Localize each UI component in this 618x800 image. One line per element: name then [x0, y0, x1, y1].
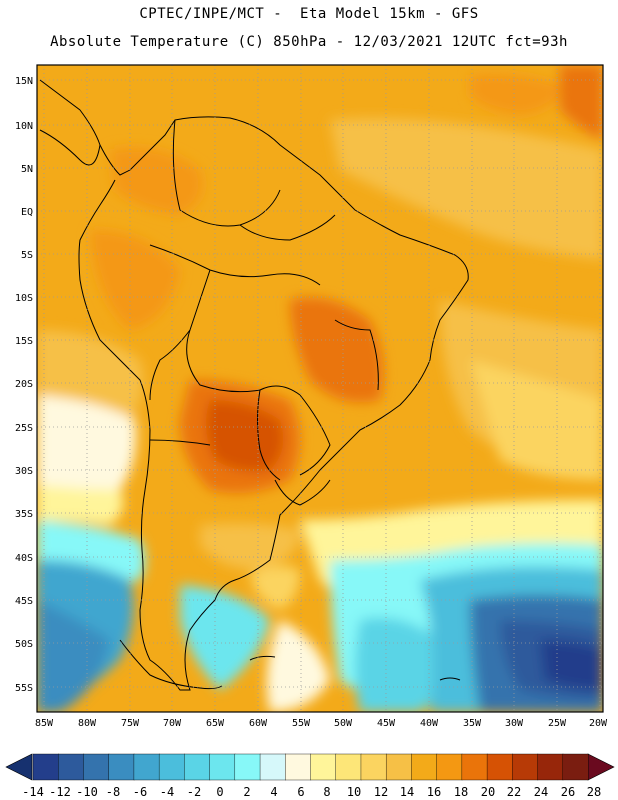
lon-label: 40W [420, 718, 439, 729]
map-frame [36, 64, 604, 713]
colorbar-tick-label: 20 [481, 785, 495, 799]
lat-label: 20S [15, 379, 33, 390]
title-line-1: CPTEC/INPE/MCT - Eta Model 15km - GFS [139, 6, 479, 22]
temperature-field [37, 65, 603, 712]
colorbar-high-arrow [587, 753, 615, 781]
lat-label: 50S [15, 639, 33, 650]
colorbar-tick-label: -12 [49, 785, 71, 799]
colorbar-tick-label: -14 [22, 785, 44, 799]
colorbar-tick-label: 28 [587, 785, 601, 799]
colorbar-tick-label: 16 [427, 785, 441, 799]
colorbar-swatch [436, 753, 463, 781]
lon-label: 50W [334, 718, 353, 729]
colorbar-tick-label: -4 [160, 785, 174, 799]
lat-label: 10S [15, 293, 33, 304]
colorbar-swatch [234, 753, 261, 781]
colorbar-swatch [184, 753, 211, 781]
colorbar-tick-label: 4 [270, 785, 277, 799]
colorbar-tick-label: 22 [507, 785, 521, 799]
colorbar-swatch [537, 753, 564, 781]
lat-label: 30S [15, 466, 33, 477]
colorbar-swatch [411, 753, 438, 781]
coastline [39, 79, 469, 691]
lon-label: 20W [589, 718, 608, 729]
colorbar-tick-label: -10 [76, 785, 98, 799]
colorbar-swatch [360, 753, 387, 781]
colorbar-swatch [310, 753, 337, 781]
lon-label: 60W [249, 718, 268, 729]
colorbar-swatch [108, 753, 135, 781]
lon-label: 75W [121, 718, 140, 729]
colorbar-tick-label: 2 [243, 785, 250, 799]
lon-label: 70W [163, 718, 182, 729]
colorbar-tick-label: 14 [400, 785, 414, 799]
colorbar-swatch [83, 753, 110, 781]
colorbar-tick-label: 18 [454, 785, 468, 799]
colorbar-swatch [209, 753, 236, 781]
lon-label: 80W [78, 718, 97, 729]
colorbar-tick-label: -6 [133, 785, 147, 799]
lat-label: EQ [21, 207, 33, 218]
lat-label: 35S [15, 509, 33, 520]
colorbar: -14 -12 -10 -8 -6 -4 -2 0 2 4 6 8 10 12 … [5, 753, 615, 799]
title-line-2: Absolute Temperature (C) 850hPa - 12/03/… [50, 34, 568, 50]
lat-label: 10N [15, 121, 33, 132]
lon-label: 45W [377, 718, 396, 729]
colorbar-tick-label: -2 [187, 785, 201, 799]
lat-label: 5N [21, 164, 33, 175]
lat-label: 45S [15, 596, 33, 607]
lat-label: 25S [15, 423, 33, 434]
lon-label: 25W [548, 718, 567, 729]
colorbar-swatch [512, 753, 539, 781]
colorbar-tick-label: -8 [106, 785, 120, 799]
colorbar-swatch [562, 753, 589, 781]
colorbar-swatch [461, 753, 488, 781]
colorbar-tick-label: 24 [534, 785, 548, 799]
lat-label: 55S [15, 683, 33, 694]
colorbar-swatch [133, 753, 160, 781]
colorbar-swatch [58, 753, 85, 781]
colorbar-tick-label: 26 [561, 785, 575, 799]
lat-label: 15N [15, 76, 33, 87]
colorbar-swatch [285, 753, 312, 781]
colorbar-low-arrow [5, 753, 33, 781]
lon-label: 35W [463, 718, 482, 729]
lat-label: 15S [15, 336, 33, 347]
lon-label: 30W [505, 718, 524, 729]
colorbar-tick-label: 10 [347, 785, 361, 799]
longitude-axis: 85W 80W 75W 70W 65W 60W 55W 50W 45W 40W … [35, 718, 608, 729]
lat-label: 5S [21, 250, 33, 261]
colorbar-swatch [158, 753, 185, 781]
lon-label: 55W [292, 718, 311, 729]
lat-label: 40S [15, 553, 33, 564]
latitude-axis: 15N 10N 5N EQ 5S 10S 15S 20S 25S 30S 35S… [15, 76, 33, 694]
lon-label: 65W [206, 718, 225, 729]
colorbar-swatch [259, 753, 286, 781]
colorbar-tick-label: 12 [374, 785, 388, 799]
colorbar-tick-label: 6 [297, 785, 304, 799]
lon-label: 85W [35, 718, 54, 729]
colorbar-swatch [486, 753, 513, 781]
colorbar-swatch [385, 753, 413, 781]
colorbar-swatch [335, 753, 362, 781]
colorbar-swatch [32, 753, 59, 781]
colorbar-tick-label: 8 [323, 785, 330, 799]
colorbar-tick-label: 0 [216, 785, 223, 799]
